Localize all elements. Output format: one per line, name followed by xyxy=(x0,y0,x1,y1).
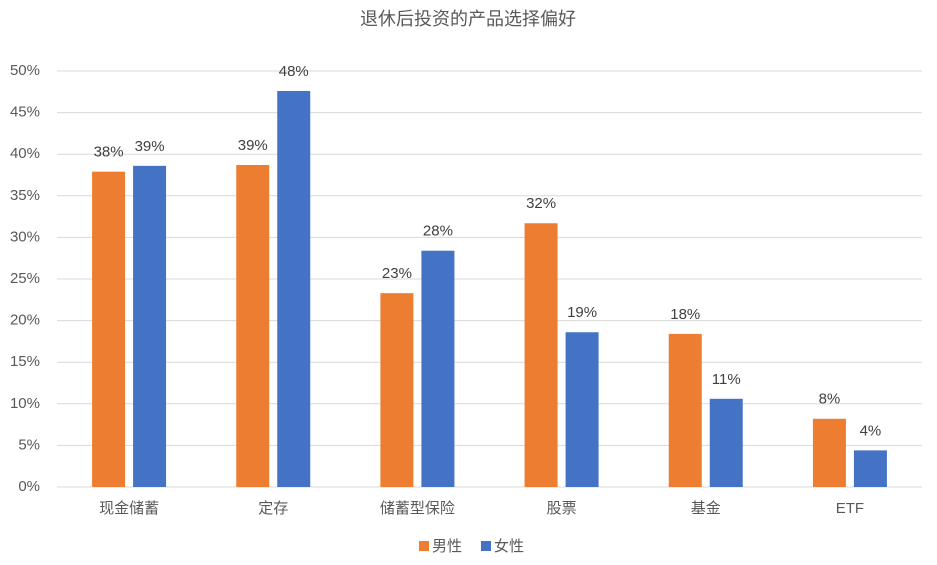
bar xyxy=(668,333,702,487)
bar xyxy=(133,165,167,487)
y-tick-label: 30% xyxy=(10,228,40,245)
value-label: 39% xyxy=(135,138,165,155)
bar xyxy=(853,450,887,487)
legend-swatch xyxy=(419,541,429,551)
value-label: 4% xyxy=(860,422,882,439)
y-tick-label: 35% xyxy=(10,187,40,204)
value-label: 32% xyxy=(526,195,556,212)
bar xyxy=(236,165,270,488)
chart-title: 退休后投资的产品选择偏好 xyxy=(360,9,576,29)
y-tick-label: 0% xyxy=(18,478,40,495)
value-label: 38% xyxy=(94,144,124,161)
bar xyxy=(92,171,126,487)
bar xyxy=(524,223,558,488)
legend-label: 女性 xyxy=(494,537,524,555)
value-label: 23% xyxy=(382,265,412,282)
x-tick-label: 定存 xyxy=(258,500,288,517)
y-tick-label: 10% xyxy=(10,395,40,412)
value-label: 18% xyxy=(670,306,700,323)
bar xyxy=(277,90,311,487)
y-tick-label: 45% xyxy=(10,104,40,121)
x-tick-label: ETF xyxy=(836,500,864,517)
value-label: 8% xyxy=(819,391,841,408)
value-label: 39% xyxy=(238,137,268,154)
bar xyxy=(380,293,414,487)
value-label: 28% xyxy=(423,223,453,240)
y-tick-label: 20% xyxy=(10,312,40,329)
bar xyxy=(709,398,743,487)
value-label: 48% xyxy=(279,63,309,80)
bar xyxy=(421,250,455,487)
x-tick-label: 储蓄型保险 xyxy=(380,500,455,517)
y-tick-label: 50% xyxy=(10,62,40,79)
legend-label: 男性 xyxy=(432,538,462,555)
bar xyxy=(565,332,599,487)
y-tick-label: 40% xyxy=(10,145,40,162)
value-label: 19% xyxy=(567,304,597,321)
x-tick-label: 基金 xyxy=(691,500,721,517)
y-tick-label: 5% xyxy=(18,436,40,453)
y-tick-label: 25% xyxy=(10,270,40,287)
legend-swatch xyxy=(481,541,491,551)
x-tick-label: 现金储蓄 xyxy=(99,500,159,517)
x-tick-label: 股票 xyxy=(547,500,577,517)
y-tick-label: 15% xyxy=(10,353,40,370)
value-label: 11% xyxy=(712,371,741,388)
bar xyxy=(812,418,846,487)
